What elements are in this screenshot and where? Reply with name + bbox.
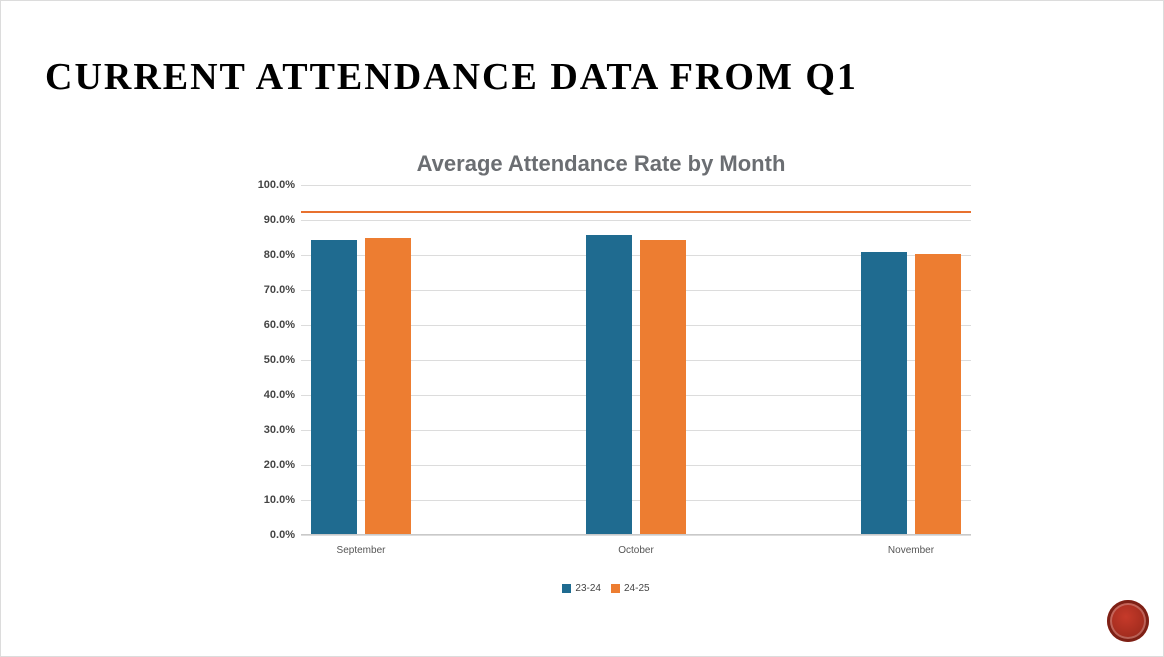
bar-23-24-september	[311, 240, 357, 534]
chart-title: Average Attendance Rate by Month	[231, 151, 971, 177]
gridline	[301, 535, 971, 536]
y-axis-label: 60.0%	[235, 319, 295, 331]
slide-title: CURRENT ATTENDANCE DATA FROM Q1	[45, 55, 858, 99]
legend-swatch	[562, 584, 571, 593]
gridline	[301, 220, 971, 221]
y-axis-label: 70.0%	[235, 284, 295, 296]
x-axis-label: October	[618, 545, 654, 556]
y-axis-label: 10.0%	[235, 494, 295, 506]
bar-23-24-november	[861, 252, 907, 534]
legend-swatch	[611, 584, 620, 593]
gridline	[301, 185, 971, 186]
x-axis-label: November	[888, 545, 934, 556]
plot-area: 0.0%10.0%20.0%30.0%40.0%50.0%60.0%70.0%8…	[301, 185, 971, 535]
y-axis-label: 0.0%	[235, 529, 295, 541]
bar-24-25-september	[365, 238, 411, 534]
y-axis-label: 80.0%	[235, 249, 295, 261]
x-axis-label: September	[337, 545, 386, 556]
bar-24-25-october	[640, 240, 686, 534]
y-axis-label: 30.0%	[235, 424, 295, 436]
legend-label: 24-25	[624, 583, 650, 594]
chart-container: Average Attendance Rate by Month 0.0% 10.…	[231, 151, 971, 621]
seal-icon	[1107, 600, 1149, 642]
bar-23-24-october	[586, 235, 632, 534]
y-axis-label: 90.0%	[235, 214, 295, 226]
chart-legend: 23-24 24-25	[231, 583, 971, 594]
legend-label: 23-24	[575, 583, 601, 594]
y-axis-label: 100.0%	[235, 179, 295, 191]
slide: CURRENT ATTENDANCE DATA FROM Q1 Average …	[0, 0, 1164, 657]
y-axis-label: 20.0%	[235, 459, 295, 471]
chart-plot: 0.0% 10.0% 20.0% 30.0% 40.0% 50.0% 60.0% 70.0% 8…	[231, 185, 971, 565]
y-axis-label: 40.0%	[235, 389, 295, 401]
reference-line	[301, 211, 971, 213]
y-axis-label: 50.0%	[235, 354, 295, 366]
bar-24-25-november	[915, 254, 961, 534]
